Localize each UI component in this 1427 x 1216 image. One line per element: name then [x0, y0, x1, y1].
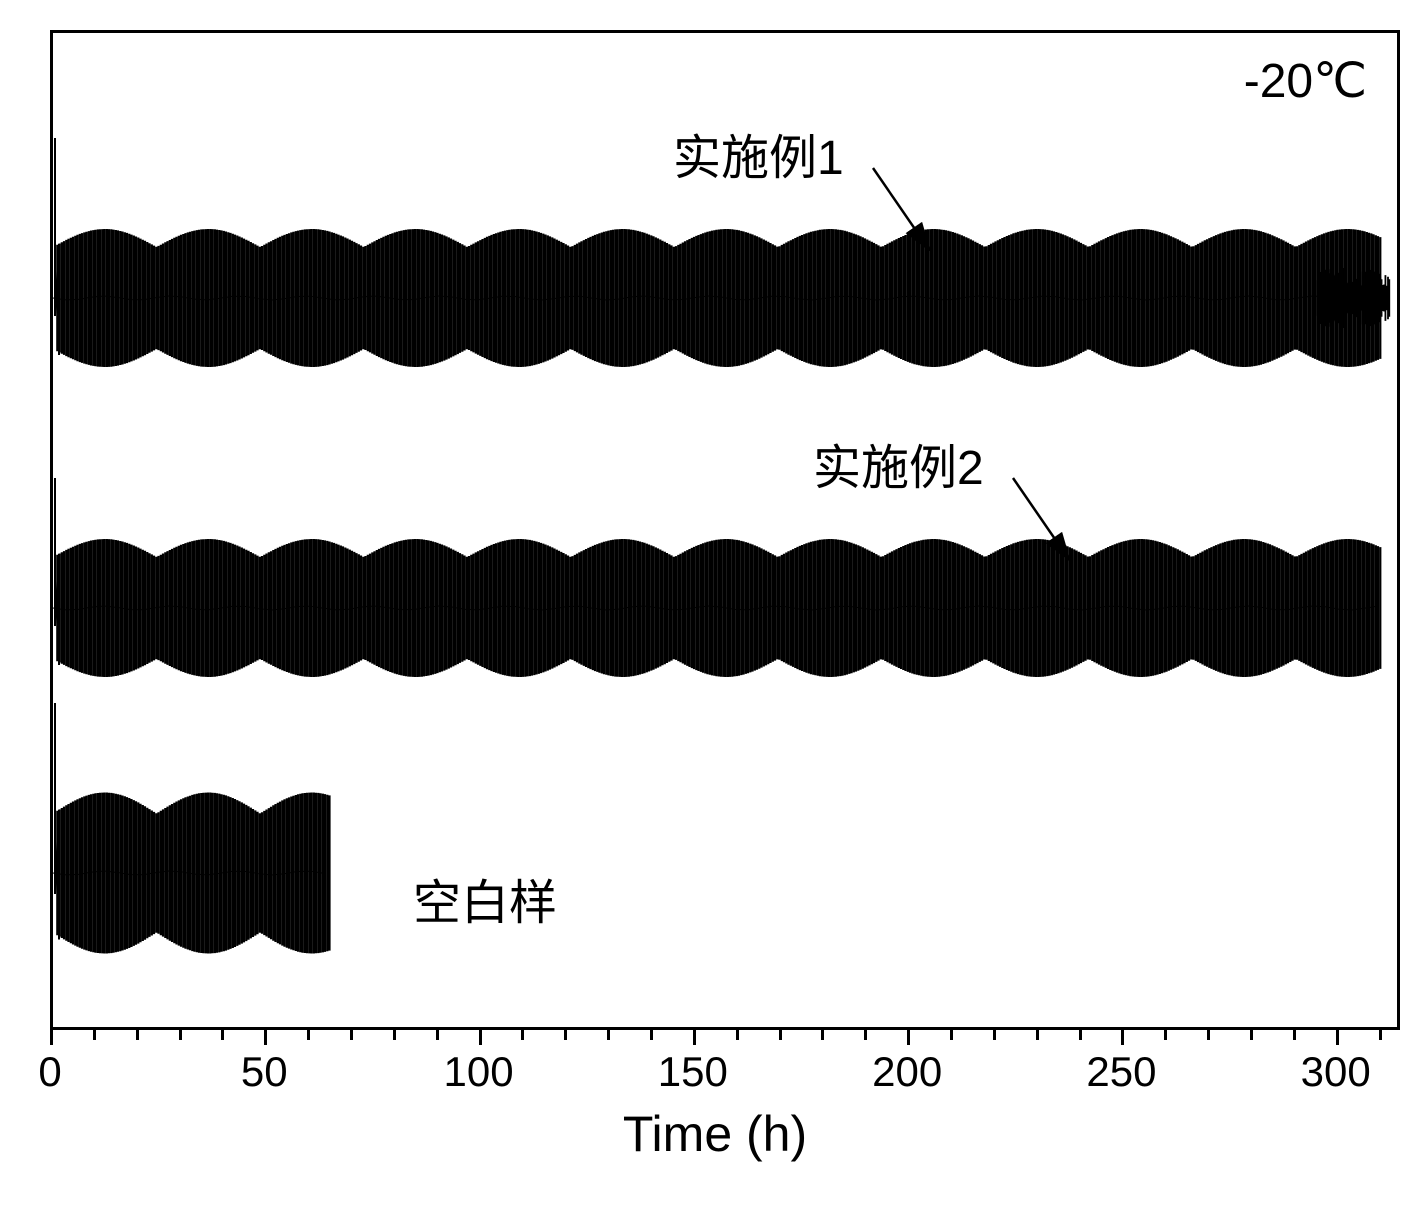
x-tick-minor [179, 1030, 182, 1040]
x-tick-label: 100 [444, 1048, 514, 1096]
x-axis-label: Time (h) [623, 1105, 807, 1163]
x-tick-major [50, 1030, 53, 1045]
x-tick-major [693, 1030, 696, 1045]
x-tick-minor [1164, 1030, 1167, 1040]
x-tick-minor [1207, 1030, 1210, 1040]
x-tick-minor [1293, 1030, 1296, 1040]
x-tick-label: 50 [241, 1048, 288, 1096]
x-tick-minor [993, 1030, 996, 1040]
plot-area: -20℃ 实施例1 实施例2 空白样 [50, 30, 1400, 1030]
x-tick-minor [950, 1030, 953, 1040]
x-axis: 050100150200250300 [50, 1030, 1400, 1050]
x-tick-label: 250 [1086, 1048, 1156, 1096]
x-tick-label: 150 [658, 1048, 728, 1096]
x-tick-minor [1250, 1030, 1253, 1040]
x-tick-major [907, 1030, 910, 1045]
series-blank-waveform [53, 33, 1403, 1033]
x-tick-minor [1036, 1030, 1039, 1040]
x-tick-major [479, 1030, 482, 1045]
x-tick-minor [864, 1030, 867, 1040]
x-tick-minor [607, 1030, 610, 1040]
x-tick-minor [821, 1030, 824, 1040]
x-tick-label: 0 [38, 1048, 61, 1096]
x-tick-minor [136, 1030, 139, 1040]
x-tick-minor [650, 1030, 653, 1040]
chart-container: -20℃ 实施例1 实施例2 空白样 0501 [30, 30, 1400, 1100]
x-tick-minor [307, 1030, 310, 1040]
x-tick-major [1336, 1030, 1339, 1045]
x-tick-minor [393, 1030, 396, 1040]
x-tick-major [264, 1030, 267, 1045]
x-tick-minor [521, 1030, 524, 1040]
x-tick-minor [1379, 1030, 1382, 1040]
x-tick-minor [350, 1030, 353, 1040]
x-tick-minor [221, 1030, 224, 1040]
x-tick-minor [564, 1030, 567, 1040]
x-tick-major [1121, 1030, 1124, 1045]
x-tick-label: 300 [1301, 1048, 1371, 1096]
x-tick-minor [1079, 1030, 1082, 1040]
x-tick-minor [93, 1030, 96, 1040]
x-tick-minor [779, 1030, 782, 1040]
x-tick-minor [436, 1030, 439, 1040]
x-tick-minor [736, 1030, 739, 1040]
x-tick-label: 200 [872, 1048, 942, 1096]
